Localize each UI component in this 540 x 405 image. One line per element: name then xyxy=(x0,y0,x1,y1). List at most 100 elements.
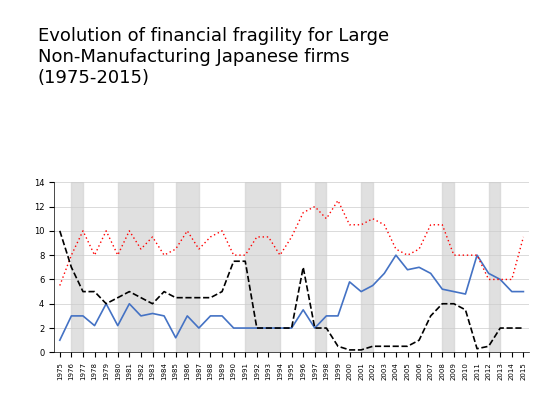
Speculative xyxy=(520,234,526,239)
Speculative xyxy=(103,228,110,233)
Speculative xyxy=(323,216,329,221)
Hedge xyxy=(254,326,260,330)
Line: Hedge: Hedge xyxy=(60,255,523,340)
Ponzi xyxy=(335,344,341,349)
Speculative xyxy=(416,247,422,252)
Speculative xyxy=(462,253,469,258)
Ponzi xyxy=(404,344,411,349)
Hedge xyxy=(57,338,63,343)
Hedge xyxy=(497,277,503,282)
Ponzi xyxy=(358,347,365,352)
Speculative xyxy=(497,277,503,282)
Ponzi xyxy=(242,259,248,264)
Hedge xyxy=(416,265,422,270)
Speculative xyxy=(381,222,388,227)
Hedge xyxy=(231,326,237,330)
Ponzi xyxy=(369,344,376,349)
Speculative xyxy=(172,247,179,252)
Speculative xyxy=(509,277,515,282)
Hedge xyxy=(369,283,376,288)
Hedge xyxy=(288,326,295,330)
Speculative xyxy=(335,198,341,203)
Ponzi xyxy=(184,295,191,300)
Ponzi xyxy=(114,295,121,300)
Ponzi xyxy=(91,289,98,294)
Hedge xyxy=(126,301,133,306)
Bar xyxy=(176,182,199,352)
Speculative xyxy=(277,253,284,258)
Speculative xyxy=(288,234,295,239)
Ponzi xyxy=(103,301,110,306)
Speculative xyxy=(195,247,202,252)
Ponzi xyxy=(381,344,388,349)
Speculative xyxy=(57,283,63,288)
Speculative xyxy=(68,253,75,258)
Speculative xyxy=(184,228,191,233)
Speculative xyxy=(474,253,480,258)
Speculative xyxy=(439,222,446,227)
Ponzi xyxy=(416,338,422,343)
Bar xyxy=(245,182,280,352)
Ponzi xyxy=(288,326,295,330)
Ponzi xyxy=(231,259,237,264)
Hedge xyxy=(195,326,202,330)
Speculative xyxy=(300,210,306,215)
Hedge xyxy=(462,292,469,296)
Bar xyxy=(71,182,83,352)
Speculative xyxy=(242,253,248,258)
Speculative xyxy=(254,234,260,239)
Ponzi xyxy=(520,326,526,330)
Speculative xyxy=(428,222,434,227)
Hedge xyxy=(207,313,214,318)
Ponzi xyxy=(57,228,63,233)
Bar xyxy=(442,182,454,352)
Speculative xyxy=(207,234,214,239)
Ponzi xyxy=(393,344,399,349)
Ponzi xyxy=(312,326,318,330)
Hedge xyxy=(103,301,110,306)
Hedge xyxy=(277,326,284,330)
Hedge xyxy=(184,313,191,318)
Hedge xyxy=(323,313,329,318)
Hedge xyxy=(404,267,411,272)
Hedge xyxy=(300,307,306,312)
Ponzi xyxy=(161,289,167,294)
Ponzi xyxy=(497,326,503,330)
Hedge xyxy=(138,313,144,318)
Hedge xyxy=(474,253,480,258)
Hedge xyxy=(346,279,353,284)
Bar xyxy=(489,182,500,352)
Hedge xyxy=(450,289,457,294)
Speculative xyxy=(149,234,156,239)
Ponzi xyxy=(172,295,179,300)
Hedge xyxy=(358,289,365,294)
Speculative xyxy=(80,228,86,233)
Speculative xyxy=(450,253,457,258)
Speculative xyxy=(358,222,365,227)
Hedge xyxy=(80,313,86,318)
Hedge xyxy=(439,287,446,292)
Ponzi xyxy=(462,307,469,312)
Speculative xyxy=(265,234,272,239)
Ponzi xyxy=(277,326,284,330)
Hedge xyxy=(381,271,388,276)
Speculative xyxy=(369,216,376,221)
Hedge xyxy=(219,313,225,318)
Hedge xyxy=(68,313,75,318)
Hedge xyxy=(335,313,341,318)
Hedge xyxy=(172,335,179,340)
Ponzi xyxy=(474,346,480,351)
Bar xyxy=(361,182,373,352)
Ponzi xyxy=(207,295,214,300)
Hedge xyxy=(520,289,526,294)
Hedge xyxy=(149,311,156,316)
Speculative xyxy=(312,204,318,209)
Ponzi xyxy=(428,313,434,318)
Hedge xyxy=(265,326,272,330)
Ponzi xyxy=(138,295,144,300)
Speculative xyxy=(346,222,353,227)
Bar xyxy=(315,182,326,352)
Ponzi xyxy=(265,326,272,330)
Speculative xyxy=(126,228,133,233)
Line: Speculative: Speculative xyxy=(60,200,523,286)
